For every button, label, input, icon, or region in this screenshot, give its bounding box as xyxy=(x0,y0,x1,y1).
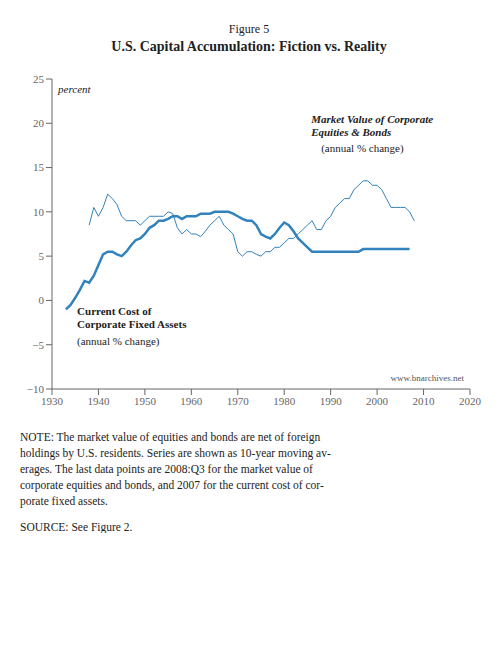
svg-text:1950: 1950 xyxy=(134,395,157,407)
svg-text:1960: 1960 xyxy=(180,395,203,407)
html-text:holdings by U.S. residents. Se: holdings by U.S. residents. Series are s… xyxy=(20,447,331,460)
html-text:corporate equities and bonds,: corporate equities and bonds, and 2007 f… xyxy=(20,479,324,492)
svg-text:2020: 2020 xyxy=(459,395,482,407)
svg-text:5: 5 xyxy=(39,250,45,262)
svg-text:1930: 1930 xyxy=(41,395,64,407)
html-text:U.S. Capital Accumulation: Fic: U.S. Capital Accumulation: Fiction vs. R… xyxy=(111,39,387,54)
svg-text:1970: 1970 xyxy=(227,395,250,407)
html-text:Equities & Bonds: Equities & Bonds xyxy=(311,126,392,139)
svg-text:20: 20 xyxy=(33,117,45,129)
html-text:SOURCE: See Figure 2.: SOURCE: See Figure 2. xyxy=(20,521,133,534)
html-text:(annual % change): (annual % change) xyxy=(321,142,404,155)
svg-text:0: 0 xyxy=(39,294,45,306)
html-text:Corporate Fixed Assets: Corporate Fixed Assets xyxy=(77,318,187,331)
svg-text:1980: 1980 xyxy=(273,395,296,407)
html-text:Figure 5: Figure 5 xyxy=(228,22,270,36)
svg-text:25: 25 xyxy=(33,73,45,85)
svg-text:15: 15 xyxy=(33,161,45,173)
svg-text:−10: −10 xyxy=(27,383,45,395)
svg-text:10: 10 xyxy=(33,206,45,218)
html-text:Current Cost of: Current Cost of xyxy=(77,305,152,318)
html-text:(annual % change): (annual % change) xyxy=(77,334,160,347)
svg-text:1990: 1990 xyxy=(320,395,343,407)
svg-text:−5: −5 xyxy=(32,339,44,351)
html-text:porate fixed assets.: porate fixed assets. xyxy=(20,495,108,508)
html-text:percent: percent xyxy=(58,83,91,95)
svg-text:2000: 2000 xyxy=(366,395,389,407)
svg-text:2010: 2010 xyxy=(413,395,436,407)
html-text:Market Value of Corporate: Market Value of Corporate xyxy=(311,113,434,126)
html-text:NOTE: The market value of equi: NOTE: The market value of equities and b… xyxy=(20,431,321,443)
html-text:www.bnarchives.net: www.bnarchives.net xyxy=(390,373,464,383)
svg-text:1940: 1940 xyxy=(87,395,110,407)
html-text:erages. The last data points a: erages. The last data points are 2008:Q3… xyxy=(20,463,313,476)
